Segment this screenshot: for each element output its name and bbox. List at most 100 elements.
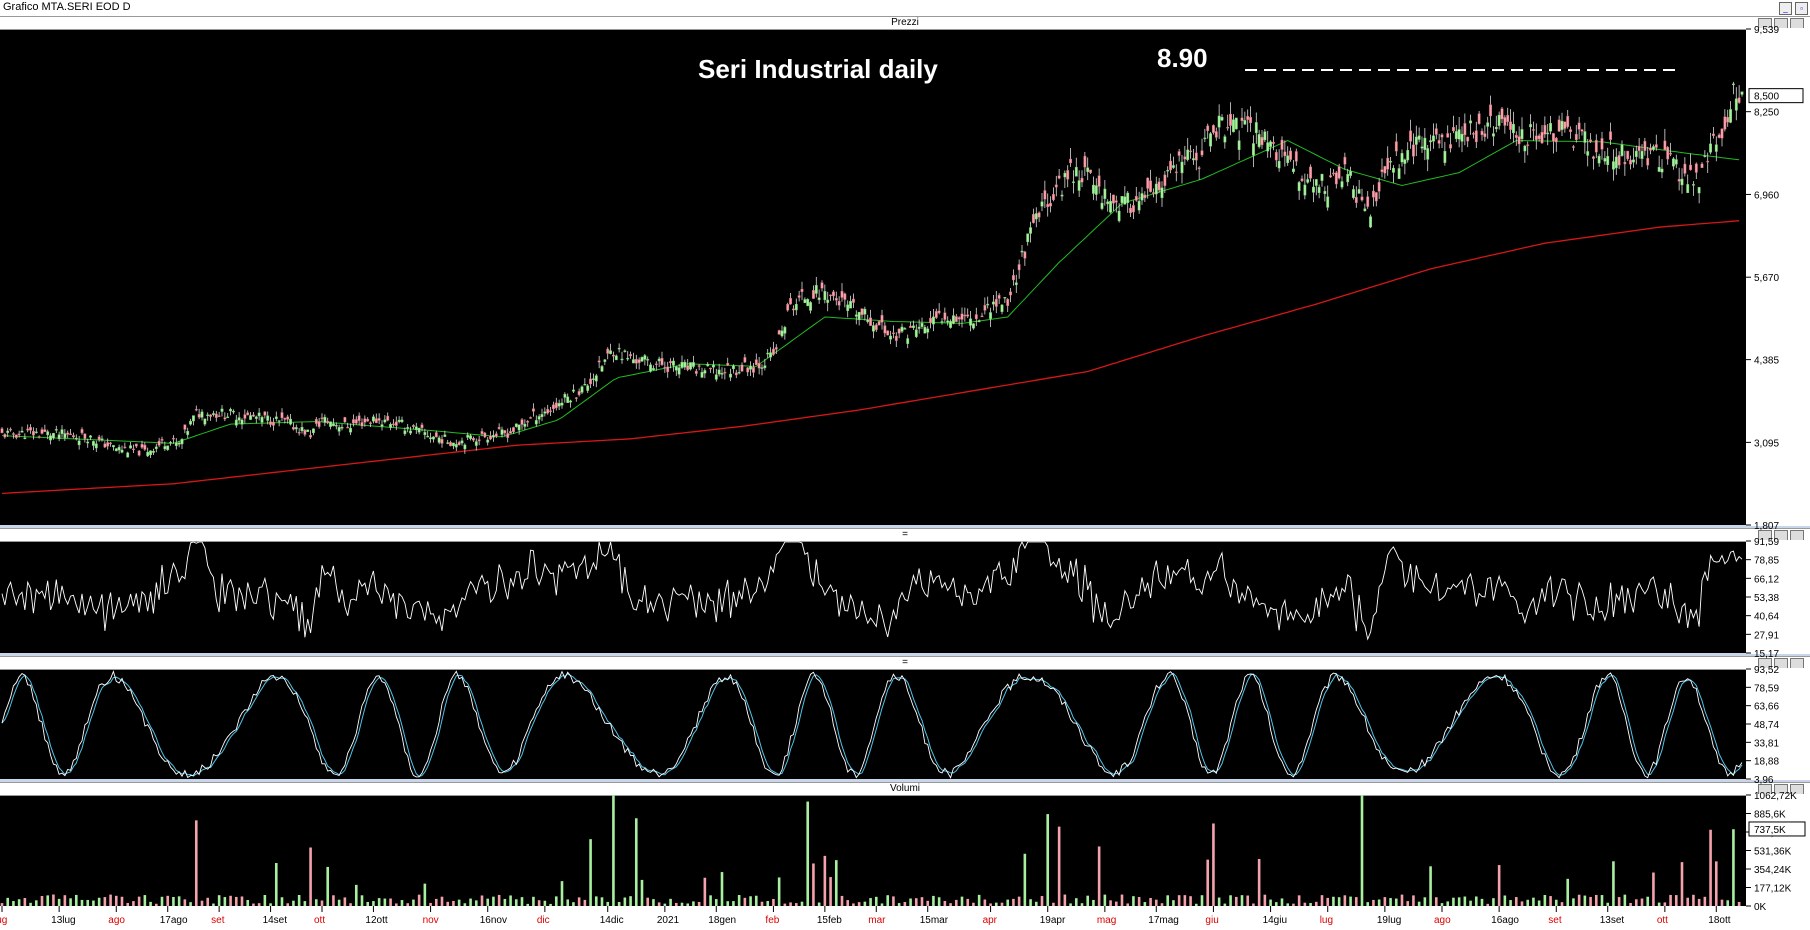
candle bbox=[503, 430, 507, 434]
candle bbox=[1646, 157, 1650, 166]
candle bbox=[886, 330, 890, 336]
candle bbox=[743, 357, 747, 363]
candle bbox=[1357, 189, 1361, 194]
candle bbox=[1252, 143, 1255, 156]
volume-bar bbox=[697, 901, 701, 906]
candle bbox=[480, 431, 484, 434]
candle bbox=[932, 316, 935, 325]
volume-bar bbox=[200, 900, 204, 906]
volume-bar bbox=[806, 801, 810, 906]
candle bbox=[1374, 192, 1378, 202]
candle bbox=[112, 445, 115, 448]
candle bbox=[1549, 123, 1552, 132]
candle bbox=[1206, 125, 1210, 132]
volume-bar bbox=[577, 897, 581, 906]
time-axis-label: 16ago bbox=[1491, 915, 1519, 926]
candle bbox=[1583, 131, 1587, 143]
candle bbox=[1354, 197, 1358, 203]
volume-bar bbox=[1434, 897, 1438, 906]
volume-bar bbox=[1057, 826, 1061, 906]
candle bbox=[443, 434, 447, 437]
candle bbox=[209, 414, 212, 417]
candle bbox=[1706, 160, 1710, 163]
volume-bar bbox=[1103, 894, 1107, 906]
candle bbox=[1649, 147, 1652, 151]
volume-bar bbox=[1560, 902, 1564, 906]
volume-bar bbox=[663, 903, 667, 906]
candle bbox=[1369, 216, 1372, 228]
candle bbox=[1212, 125, 1215, 133]
candle bbox=[669, 361, 672, 364]
volume-bar bbox=[589, 839, 592, 906]
volume-bar bbox=[1326, 897, 1330, 906]
volume-bar bbox=[1177, 895, 1181, 906]
candle bbox=[1623, 161, 1627, 165]
volume-bar bbox=[1012, 898, 1015, 906]
volume-bar bbox=[1726, 900, 1730, 906]
candle bbox=[1572, 146, 1575, 148]
volume-bar bbox=[817, 902, 821, 906]
candle bbox=[540, 414, 544, 417]
panel-separator[interactable] bbox=[0, 779, 1810, 782]
volume-bar bbox=[892, 896, 895, 906]
volume-bar bbox=[772, 898, 775, 906]
volume-bar bbox=[486, 898, 490, 906]
rsi-axis-label: 78,85 bbox=[1754, 556, 1779, 567]
candle bbox=[220, 408, 224, 412]
candle bbox=[226, 416, 230, 419]
candle bbox=[337, 427, 341, 432]
candle bbox=[683, 361, 687, 368]
volume-bar bbox=[497, 894, 501, 906]
candle bbox=[166, 445, 170, 451]
time-axis-label: set bbox=[1548, 915, 1562, 926]
candle bbox=[577, 391, 581, 396]
price-axis-label: 5,670 bbox=[1754, 273, 1779, 284]
candle bbox=[606, 348, 610, 354]
candle bbox=[614, 355, 618, 361]
minimize-icon[interactable]: _ bbox=[1779, 2, 1792, 15]
volume-bar bbox=[1532, 897, 1535, 906]
candle bbox=[880, 315, 884, 323]
candle bbox=[929, 317, 932, 324]
restore-icon[interactable]: ▫ bbox=[1795, 2, 1808, 15]
volume-bar bbox=[886, 895, 890, 906]
candle bbox=[594, 375, 598, 382]
candle bbox=[1232, 119, 1235, 133]
volume-bar bbox=[92, 900, 95, 906]
candle bbox=[517, 424, 521, 431]
panel-separator[interactable] bbox=[0, 653, 1810, 656]
candle bbox=[1194, 152, 1198, 161]
volume-bar bbox=[874, 896, 878, 906]
candle bbox=[583, 384, 587, 386]
candle bbox=[232, 410, 235, 413]
candle bbox=[380, 424, 384, 427]
candle bbox=[1672, 158, 1675, 167]
stoch-axis-label: 63,66 bbox=[1754, 702, 1779, 713]
volume-bar bbox=[1394, 898, 1398, 906]
candle bbox=[566, 396, 570, 403]
time-axis-label: ott bbox=[1657, 915, 1668, 926]
candle bbox=[1286, 155, 1290, 164]
candle bbox=[1106, 201, 1110, 205]
candle bbox=[1720, 128, 1724, 139]
candle bbox=[120, 449, 124, 453]
volume-bar bbox=[732, 901, 735, 906]
volume-bar bbox=[909, 898, 912, 906]
candle bbox=[1200, 150, 1204, 156]
candle bbox=[1557, 119, 1561, 132]
candle bbox=[512, 427, 515, 433]
candle bbox=[272, 421, 275, 426]
panel-separator[interactable] bbox=[0, 525, 1810, 528]
candle bbox=[1112, 194, 1115, 204]
candle bbox=[1617, 155, 1621, 166]
volume-bar bbox=[754, 895, 758, 906]
volume-bar bbox=[1274, 902, 1278, 906]
volume-bar bbox=[1337, 897, 1341, 906]
candle bbox=[874, 324, 878, 331]
volume-bar bbox=[1526, 899, 1530, 906]
volume-bar bbox=[812, 863, 815, 906]
candle bbox=[309, 435, 312, 438]
rsi-panel-label: = bbox=[902, 529, 908, 540]
candle bbox=[532, 408, 535, 412]
